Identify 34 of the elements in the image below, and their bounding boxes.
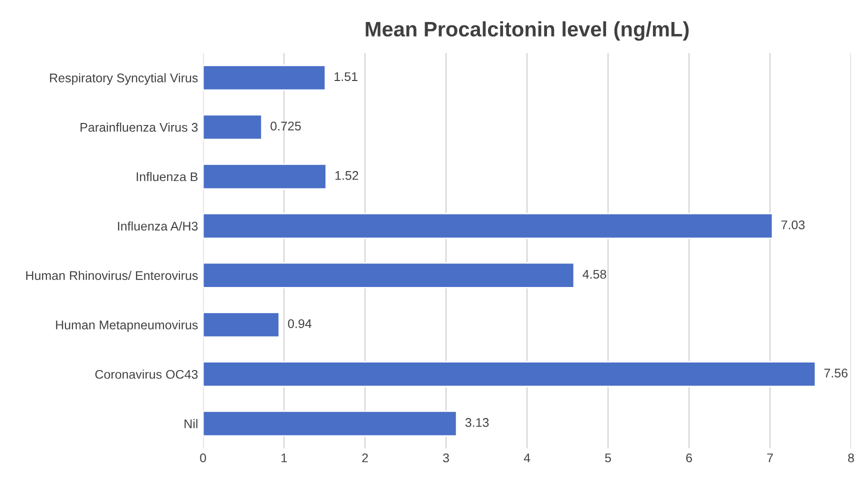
data-label: 1.51 [334, 72, 358, 82]
y-tick-label: Parainfluenza Virus 3 [80, 122, 198, 132]
data-label: 7.56 [824, 368, 848, 378]
bar [203, 163, 327, 190]
y-tick-label: Human Metapneumovirus [56, 320, 198, 332]
x-tick-label: 0 [200, 453, 206, 462]
x-tick-label: 2 [362, 453, 368, 462]
y-tick-label: Influenza A/H3 [118, 221, 198, 231]
data-label: 0.725 [270, 122, 301, 130]
x-tick-label: 3 [443, 453, 449, 462]
x-tick-label: 8 [848, 453, 854, 462]
bar [203, 114, 262, 140]
data-label: 3.13 [465, 418, 489, 427]
y-tick-label: Influenza B [136, 172, 198, 182]
x-tick-label: 7 [767, 454, 773, 462]
bar [203, 312, 280, 338]
y-tick-label: Nil [184, 419, 198, 428]
bar [203, 212, 774, 239]
y-tick-label: Respiratory Syncytial Virus [50, 73, 198, 85]
y-tick-label: Human Rhinovirus/ Enterovirus [26, 270, 198, 280]
chart-title: Mean Procalcitonin level (ng/mL) [366, 21, 689, 41]
bar [203, 64, 326, 91]
data-label: 4.58 [582, 270, 606, 279]
data-label: 0.94 [288, 319, 312, 328]
data-label: 7.03 [781, 220, 805, 230]
x-tick-label: 4 [524, 454, 530, 462]
y-tick-label: Coronavirus OC43 [95, 370, 198, 379]
data-label: 1.52 [335, 171, 358, 180]
bar [203, 410, 458, 437]
bar [203, 262, 575, 288]
x-tick-label: 6 [686, 453, 692, 462]
x-tick-label: 5 [605, 454, 611, 462]
bar [203, 361, 816, 388]
x-tick-label: 1 [282, 454, 287, 462]
